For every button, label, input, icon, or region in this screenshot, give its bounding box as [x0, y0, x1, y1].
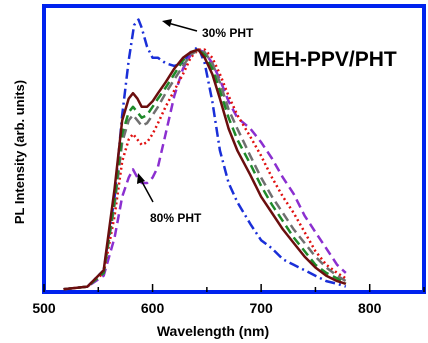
annotation-80-arrow — [137, 173, 154, 203]
x-tick-label: 800 — [358, 300, 382, 316]
series-layer — [63, 18, 347, 291]
annotation-80: 80% PHT — [150, 211, 202, 225]
chart-title: MEH-PPV/PHT — [253, 48, 397, 71]
x-tick-label: 600 — [141, 300, 165, 316]
annotation-30: 30% PHT — [202, 26, 254, 40]
series-line-1 — [63, 18, 347, 291]
series-line-4 — [63, 48, 347, 291]
x-axis-ticks: 500 600 700 800 — [32, 284, 425, 316]
annotation-30-arrow — [162, 19, 198, 32]
x-tick-label: 700 — [249, 300, 273, 316]
y-axis-label: PL Intensity (arb. units) — [12, 80, 27, 224]
series-line-2 — [63, 48, 347, 291]
x-axis-label: Wavelength (nm) — [157, 323, 269, 339]
x-tick-label: 500 — [32, 300, 56, 316]
series-line-6 — [63, 48, 347, 291]
